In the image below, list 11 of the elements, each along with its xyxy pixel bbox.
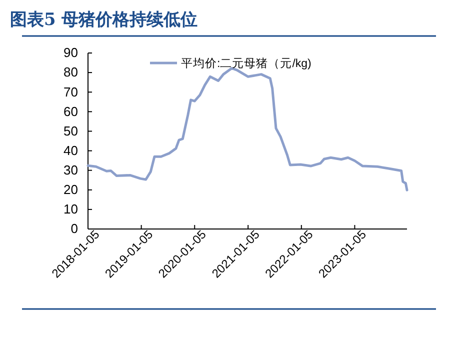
y-tick-label: 20 xyxy=(64,182,78,198)
y-tick-label: 50 xyxy=(64,123,78,138)
y-tick-label: 40 xyxy=(64,142,78,158)
y-tick-label: 30 xyxy=(64,162,78,178)
chart-title: 图表5 母猪价格持续低位 xyxy=(10,10,198,30)
y-tick-label: 90 xyxy=(64,45,78,60)
y-tick-label: 60 xyxy=(64,104,78,119)
y-tick-label: 70 xyxy=(64,84,78,100)
legend-label: 平均价:二元母猪（元/kg) xyxy=(181,57,312,70)
y-tick-label: 10 xyxy=(64,202,78,217)
y-tick-label: 80 xyxy=(64,64,78,80)
